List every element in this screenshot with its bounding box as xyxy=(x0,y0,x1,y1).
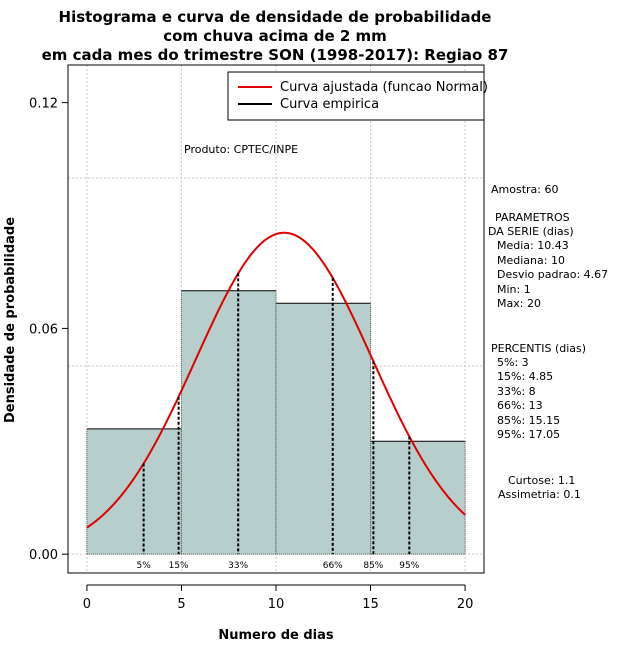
y-tick-label-1: 0.06 xyxy=(29,322,58,337)
percentile-label-1: 15% xyxy=(169,561,189,571)
stat-mediana: Mediana: 10 xyxy=(497,254,565,267)
stat-media: Media: 10.43 xyxy=(497,239,569,252)
x-axis-label: Numero de dias xyxy=(218,628,334,643)
stats-panel: Amostra: 60 PARAMETROS DA SERIE (dias) M… xyxy=(488,183,608,501)
chart-title-line-2: com chuva acima de 2 mm xyxy=(163,27,387,45)
stat-percentil-95: 95%: 17.05 xyxy=(497,428,560,441)
legend-item-empirica: Curva empirica xyxy=(280,97,379,112)
y-axis-label: Densidade de probabilidade xyxy=(3,217,18,423)
percentile-label-0: 5% xyxy=(136,561,151,571)
percentile-lines xyxy=(142,273,411,555)
stat-min: Min: 1 xyxy=(497,283,531,296)
chart-title-line-3: em cada mes do trimestre SON (1998-2017)… xyxy=(42,46,509,64)
legend: Curva ajustada (funcao Normal) Curva emp… xyxy=(227,71,488,121)
x-tick-label-4: 20 xyxy=(457,597,474,612)
percentile-labels: 5% 15% 33% 66% 85% 95% xyxy=(136,561,419,571)
percentile-label-3: 66% xyxy=(323,561,343,571)
x-tick-label-0: 0 xyxy=(83,597,91,612)
stat-parametros-title-1: PARAMETROS xyxy=(495,211,570,224)
legend-box xyxy=(227,71,485,121)
stat-percentis-title: PERCENTIS (dias) xyxy=(491,342,586,355)
product-annotation: Produto: CPTEC/INPE xyxy=(184,143,298,156)
normal-curve-group xyxy=(86,231,466,529)
stat-desvio: Desvio padrao: 4.67 xyxy=(497,268,608,281)
histogram-bar-3 xyxy=(370,441,466,555)
stat-amostra: Amostra: 60 xyxy=(491,183,558,196)
histogram-bar-0 xyxy=(86,428,182,555)
y-tick-label-0: 0.00 xyxy=(29,548,58,563)
legend-item-normal: Curva ajustada (funcao Normal) xyxy=(280,80,488,95)
y-tick-label-2: 0.12 xyxy=(29,97,58,112)
stat-percentil-66: 66%: 13 xyxy=(497,399,543,412)
stat-percentil-15: 15%: 4.85 xyxy=(497,370,553,383)
percentile-label-5: 95% xyxy=(399,561,419,571)
x-tick-label-3: 15 xyxy=(362,597,379,612)
stat-percentil-85: 85%: 15.15 xyxy=(497,414,560,427)
stat-parametros-title-2: DA SERIE (dias) xyxy=(488,225,574,238)
x-tick-label-2: 10 xyxy=(268,597,285,612)
stat-percentil-33: 33%: 8 xyxy=(497,385,536,398)
percentile-label-4: 85% xyxy=(363,561,383,571)
percentile-label-2: 33% xyxy=(228,561,248,571)
stat-max: Max: 20 xyxy=(497,297,541,310)
chart-title-line-1: Histograma e curva de densidade de proba… xyxy=(59,8,492,26)
stat-percentil-5: 5%: 3 xyxy=(497,356,529,369)
x-axis: 0 5 10 15 20 xyxy=(83,584,474,612)
histogram-bar-2 xyxy=(276,303,371,555)
y-axis: 0.00 0.06 0.12 xyxy=(29,97,69,563)
stat-curtose: Curtose: 1.1 xyxy=(508,474,575,487)
normal-curve xyxy=(86,231,466,529)
x-tick-label-1: 5 xyxy=(177,597,185,612)
histogram-bar-1 xyxy=(181,290,276,555)
stat-assimetria: Assimetria: 0.1 xyxy=(498,488,581,501)
